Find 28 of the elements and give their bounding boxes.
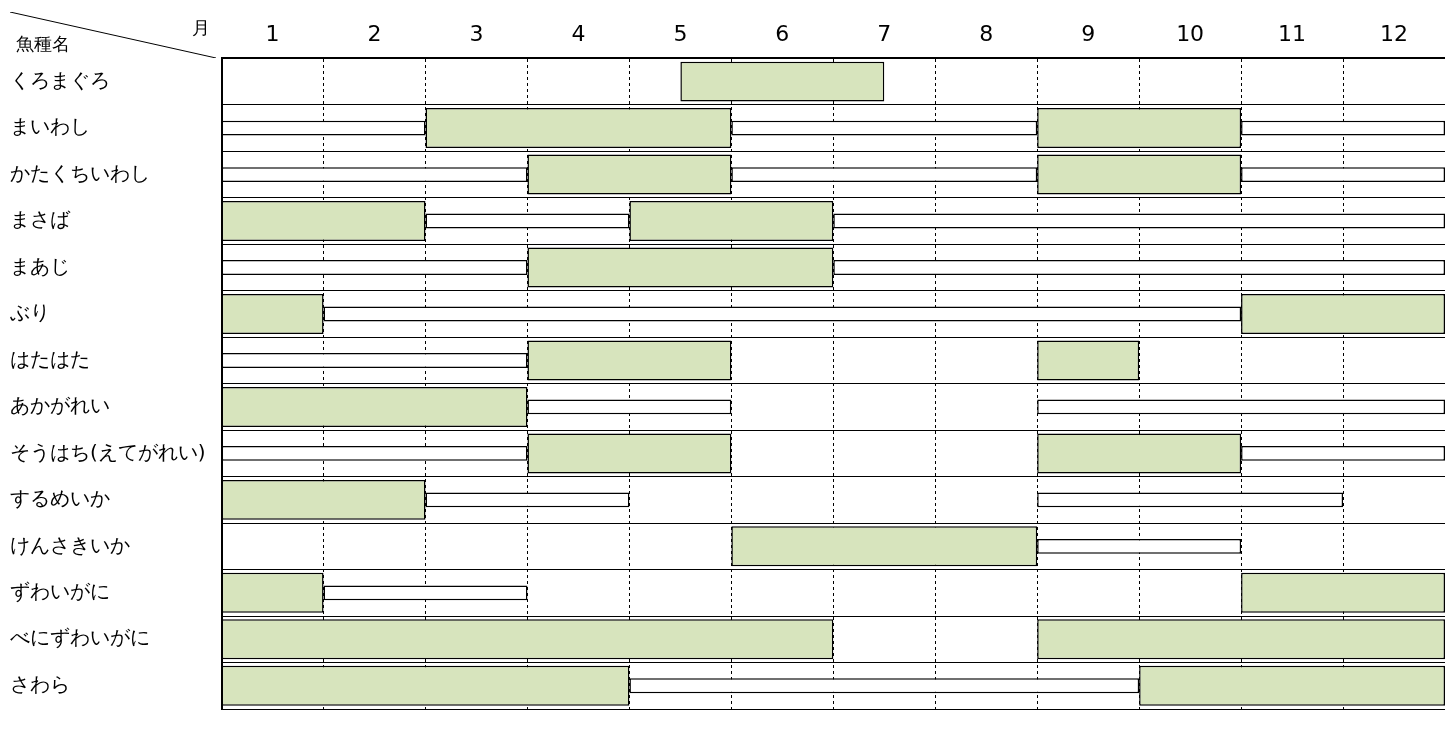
y-axis-title: 魚種名 [16,32,70,56]
x-tick-label: 2 [367,20,382,46]
y-tick-label: まさば [10,207,71,232]
x-tick-label: 8 [979,20,994,46]
y-tick-label: さわら [10,671,70,696]
x-tick-label: 5 [673,20,688,46]
x-tick-label: 3 [469,20,484,46]
x-tick-label: 12 [1380,20,1409,46]
x-tick-label: 4 [571,20,586,46]
x-tick-label: 11 [1278,20,1307,46]
x-tick-label: 9 [1081,20,1096,46]
y-tick-label: はたはた [10,346,90,371]
y-tick-label: べにずわいがに [10,625,150,650]
y-tick-label: まいわし [10,114,90,139]
y-tick-label: ずわいがに [10,579,110,604]
x-tick-label: 1 [265,20,280,46]
y-tick-label: するめいか [10,486,110,511]
x-axis-title: 月 [192,16,210,40]
y-tick-label: くろまぐろ [10,67,110,92]
y-tick-label: まあじ [10,253,70,278]
y-tick-label: けんさきいか [10,532,130,557]
x-tick-label: 7 [877,20,892,46]
y-tick-label: ぶり [10,300,50,325]
y-tick-label: あかがれい [10,393,110,418]
y-tick-label: そうはち(えてがれい) [10,439,206,464]
y-tick-label: かたくちいわし [10,160,150,185]
x-tick-label: 6 [775,20,790,46]
x-tick-label: 10 [1176,20,1205,46]
